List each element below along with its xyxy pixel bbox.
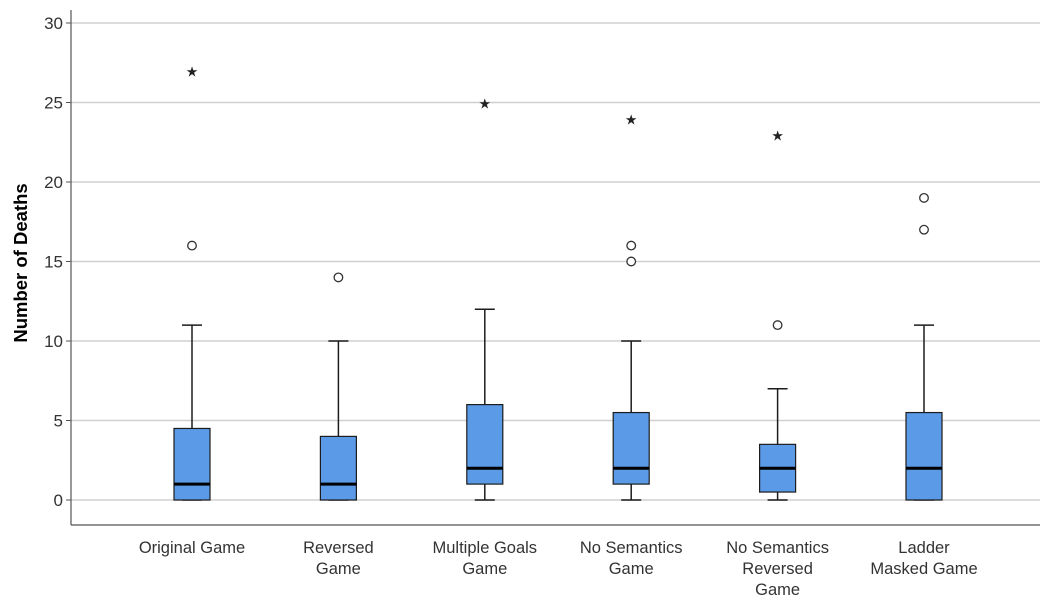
box-group: ★ [466,97,504,501]
y-tick-label: 10 [44,332,63,351]
box-iqr [466,404,504,485]
box-group: ★ [612,112,650,501]
x-tick-label-line: Game [316,560,361,578]
x-tick-label: Reversed Game [303,539,374,578]
x-tick-label: Ladder Masked Game [870,539,977,578]
x-tick-label-line: No Semantics [726,539,829,557]
outlier-point [626,240,637,251]
box-group: ★ [758,128,797,501]
x-tick-label: No Semantics Reversed Game [726,539,829,597]
box-iqr [612,411,650,485]
boxes: ★ ★ ★ ★ [173,65,943,501]
extreme-point: ★ [479,97,492,113]
x-tick-label: Original Game [139,539,245,557]
y-tick-label: 25 [44,94,63,113]
extreme-point: ★ [625,112,638,128]
box-iqr [319,435,357,501]
axes [66,10,1040,526]
x-tick-label-line: Game [462,560,507,578]
x-tick-label-line: Multiple Goals [433,539,538,557]
x-tick-label-line: Reversed [742,560,813,578]
y-tick-label: 0 [54,491,63,510]
outlier-point [919,192,929,203]
outlier-point [187,240,197,251]
x-tick-label: Multiple Goals Game [433,539,538,578]
extreme-point: ★ [771,128,784,144]
x-tick-label-line: No Semantics [580,539,683,557]
outlier-point [772,320,783,331]
y-tick-label: 30 [44,14,63,33]
box-group [905,192,943,501]
outlier-point [626,256,637,267]
box-iqr [905,411,943,501]
x-tick-label-line: Game [609,560,654,578]
y-tick-label: 5 [54,412,63,431]
box-group [319,272,357,501]
outlier-point [333,272,344,283]
x-tick-label-line: Original Game [139,539,245,557]
x-tick-label: No Semantics Game [580,539,683,578]
box-group: ★ [173,65,211,501]
x-tick-label-line: Ladder [898,539,950,557]
outlier-point [919,224,929,235]
box-iqr [173,427,211,501]
gridlines [71,22,1040,501]
y-tick-label: 15 [44,253,63,272]
y-tick-label: 20 [44,173,63,192]
y-axis-title: Number of Deaths [10,183,31,342]
extreme-point: ★ [186,65,199,81]
x-tick-label-line: Game [755,581,800,597]
x-tick-label-line: Masked Game [870,560,977,578]
x-tick-label-line: Reversed [303,539,374,557]
